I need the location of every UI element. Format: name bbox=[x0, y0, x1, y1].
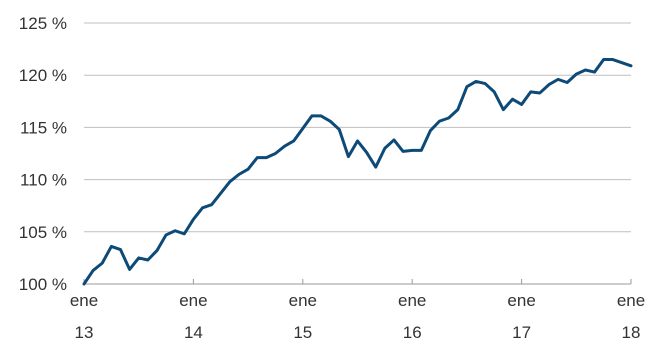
data-point bbox=[429, 129, 432, 132]
x-tick-label-year: 13 bbox=[75, 323, 94, 340]
data-point bbox=[292, 139, 295, 143]
axes bbox=[83, 279, 632, 285]
data-point bbox=[246, 167, 250, 171]
data-point bbox=[192, 218, 195, 221]
data-point bbox=[301, 127, 304, 130]
data-point bbox=[237, 173, 241, 176]
data-point bbox=[110, 245, 113, 248]
data-point bbox=[538, 91, 542, 95]
x-tick-label-month: ene bbox=[507, 291, 535, 310]
y-tick-label: 110 % bbox=[20, 171, 67, 190]
data-point bbox=[474, 80, 478, 83]
data-point bbox=[529, 90, 532, 94]
x-tick-label-year: 15 bbox=[293, 323, 312, 340]
data-point bbox=[565, 81, 569, 84]
data-point bbox=[447, 116, 450, 120]
x-tick-label-year: 14 bbox=[184, 323, 203, 340]
x-tick-label-year: 18 bbox=[622, 323, 641, 340]
gridlines bbox=[84, 22, 631, 233]
data-point bbox=[219, 191, 222, 195]
data-point bbox=[465, 85, 469, 88]
data-point bbox=[310, 114, 314, 118]
y-tick-label: 120 % bbox=[19, 66, 67, 85]
data-point bbox=[338, 128, 341, 131]
data-point bbox=[483, 82, 487, 85]
data-point bbox=[347, 155, 350, 158]
x-tick-label-month: ene bbox=[617, 291, 645, 310]
data-point bbox=[611, 58, 614, 61]
x-tick-label-month: ene bbox=[289, 291, 317, 310]
x-tick-label-month: ene bbox=[398, 291, 426, 310]
data-point bbox=[547, 83, 551, 86]
data-point bbox=[502, 108, 505, 111]
data-point bbox=[265, 156, 268, 159]
data-point bbox=[146, 258, 150, 262]
data-point bbox=[629, 64, 633, 68]
x-tick-label-month: ene bbox=[70, 291, 98, 310]
x-tick-label-year: 17 bbox=[512, 323, 531, 340]
data-point bbox=[401, 150, 405, 153]
data-point bbox=[328, 119, 332, 123]
x-tick-label-year: 16 bbox=[403, 323, 422, 340]
data-point bbox=[183, 232, 186, 236]
data-point bbox=[283, 144, 286, 148]
y-tick-label: 105 % bbox=[19, 223, 67, 242]
data-point bbox=[119, 248, 122, 251]
data-point bbox=[383, 147, 387, 150]
data-point bbox=[164, 233, 168, 237]
data-point bbox=[155, 249, 159, 252]
series-layer bbox=[82, 58, 633, 286]
data-point bbox=[411, 149, 414, 152]
data-point bbox=[101, 261, 104, 265]
data-point bbox=[593, 70, 596, 74]
data-point bbox=[374, 165, 377, 169]
data-point bbox=[420, 149, 423, 152]
series-line bbox=[82, 58, 633, 286]
data-point bbox=[520, 103, 523, 106]
data-point bbox=[201, 206, 204, 209]
data-point bbox=[173, 229, 177, 232]
data-point bbox=[228, 180, 232, 183]
data-point bbox=[274, 152, 277, 155]
y-tick-label: 115 % bbox=[20, 118, 67, 137]
data-point bbox=[438, 119, 441, 123]
tick-labels: 100 % 105 % 110 % 115 % 120 % 125 % ene 13 ene 14… bbox=[19, 14, 645, 340]
data-point bbox=[356, 139, 359, 143]
x-tick-label-month: ene bbox=[179, 291, 207, 310]
data-point bbox=[556, 78, 560, 81]
data-point bbox=[620, 61, 624, 64]
data-point bbox=[210, 203, 213, 206]
data-point bbox=[256, 156, 259, 159]
data-point bbox=[82, 282, 86, 286]
data-point bbox=[128, 268, 131, 271]
data-point bbox=[392, 138, 396, 142]
data-point bbox=[511, 98, 514, 101]
data-point bbox=[575, 72, 578, 76]
y-tick-label: 100 % bbox=[19, 275, 67, 294]
y-tick-label: 125 % bbox=[19, 14, 67, 33]
data-point bbox=[602, 58, 605, 61]
data-point bbox=[137, 256, 140, 260]
data-point bbox=[365, 151, 368, 154]
data-point bbox=[584, 68, 587, 72]
data-point bbox=[91, 269, 95, 272]
data-point bbox=[493, 90, 496, 94]
data-point bbox=[456, 108, 459, 111]
data-point bbox=[319, 114, 323, 118]
